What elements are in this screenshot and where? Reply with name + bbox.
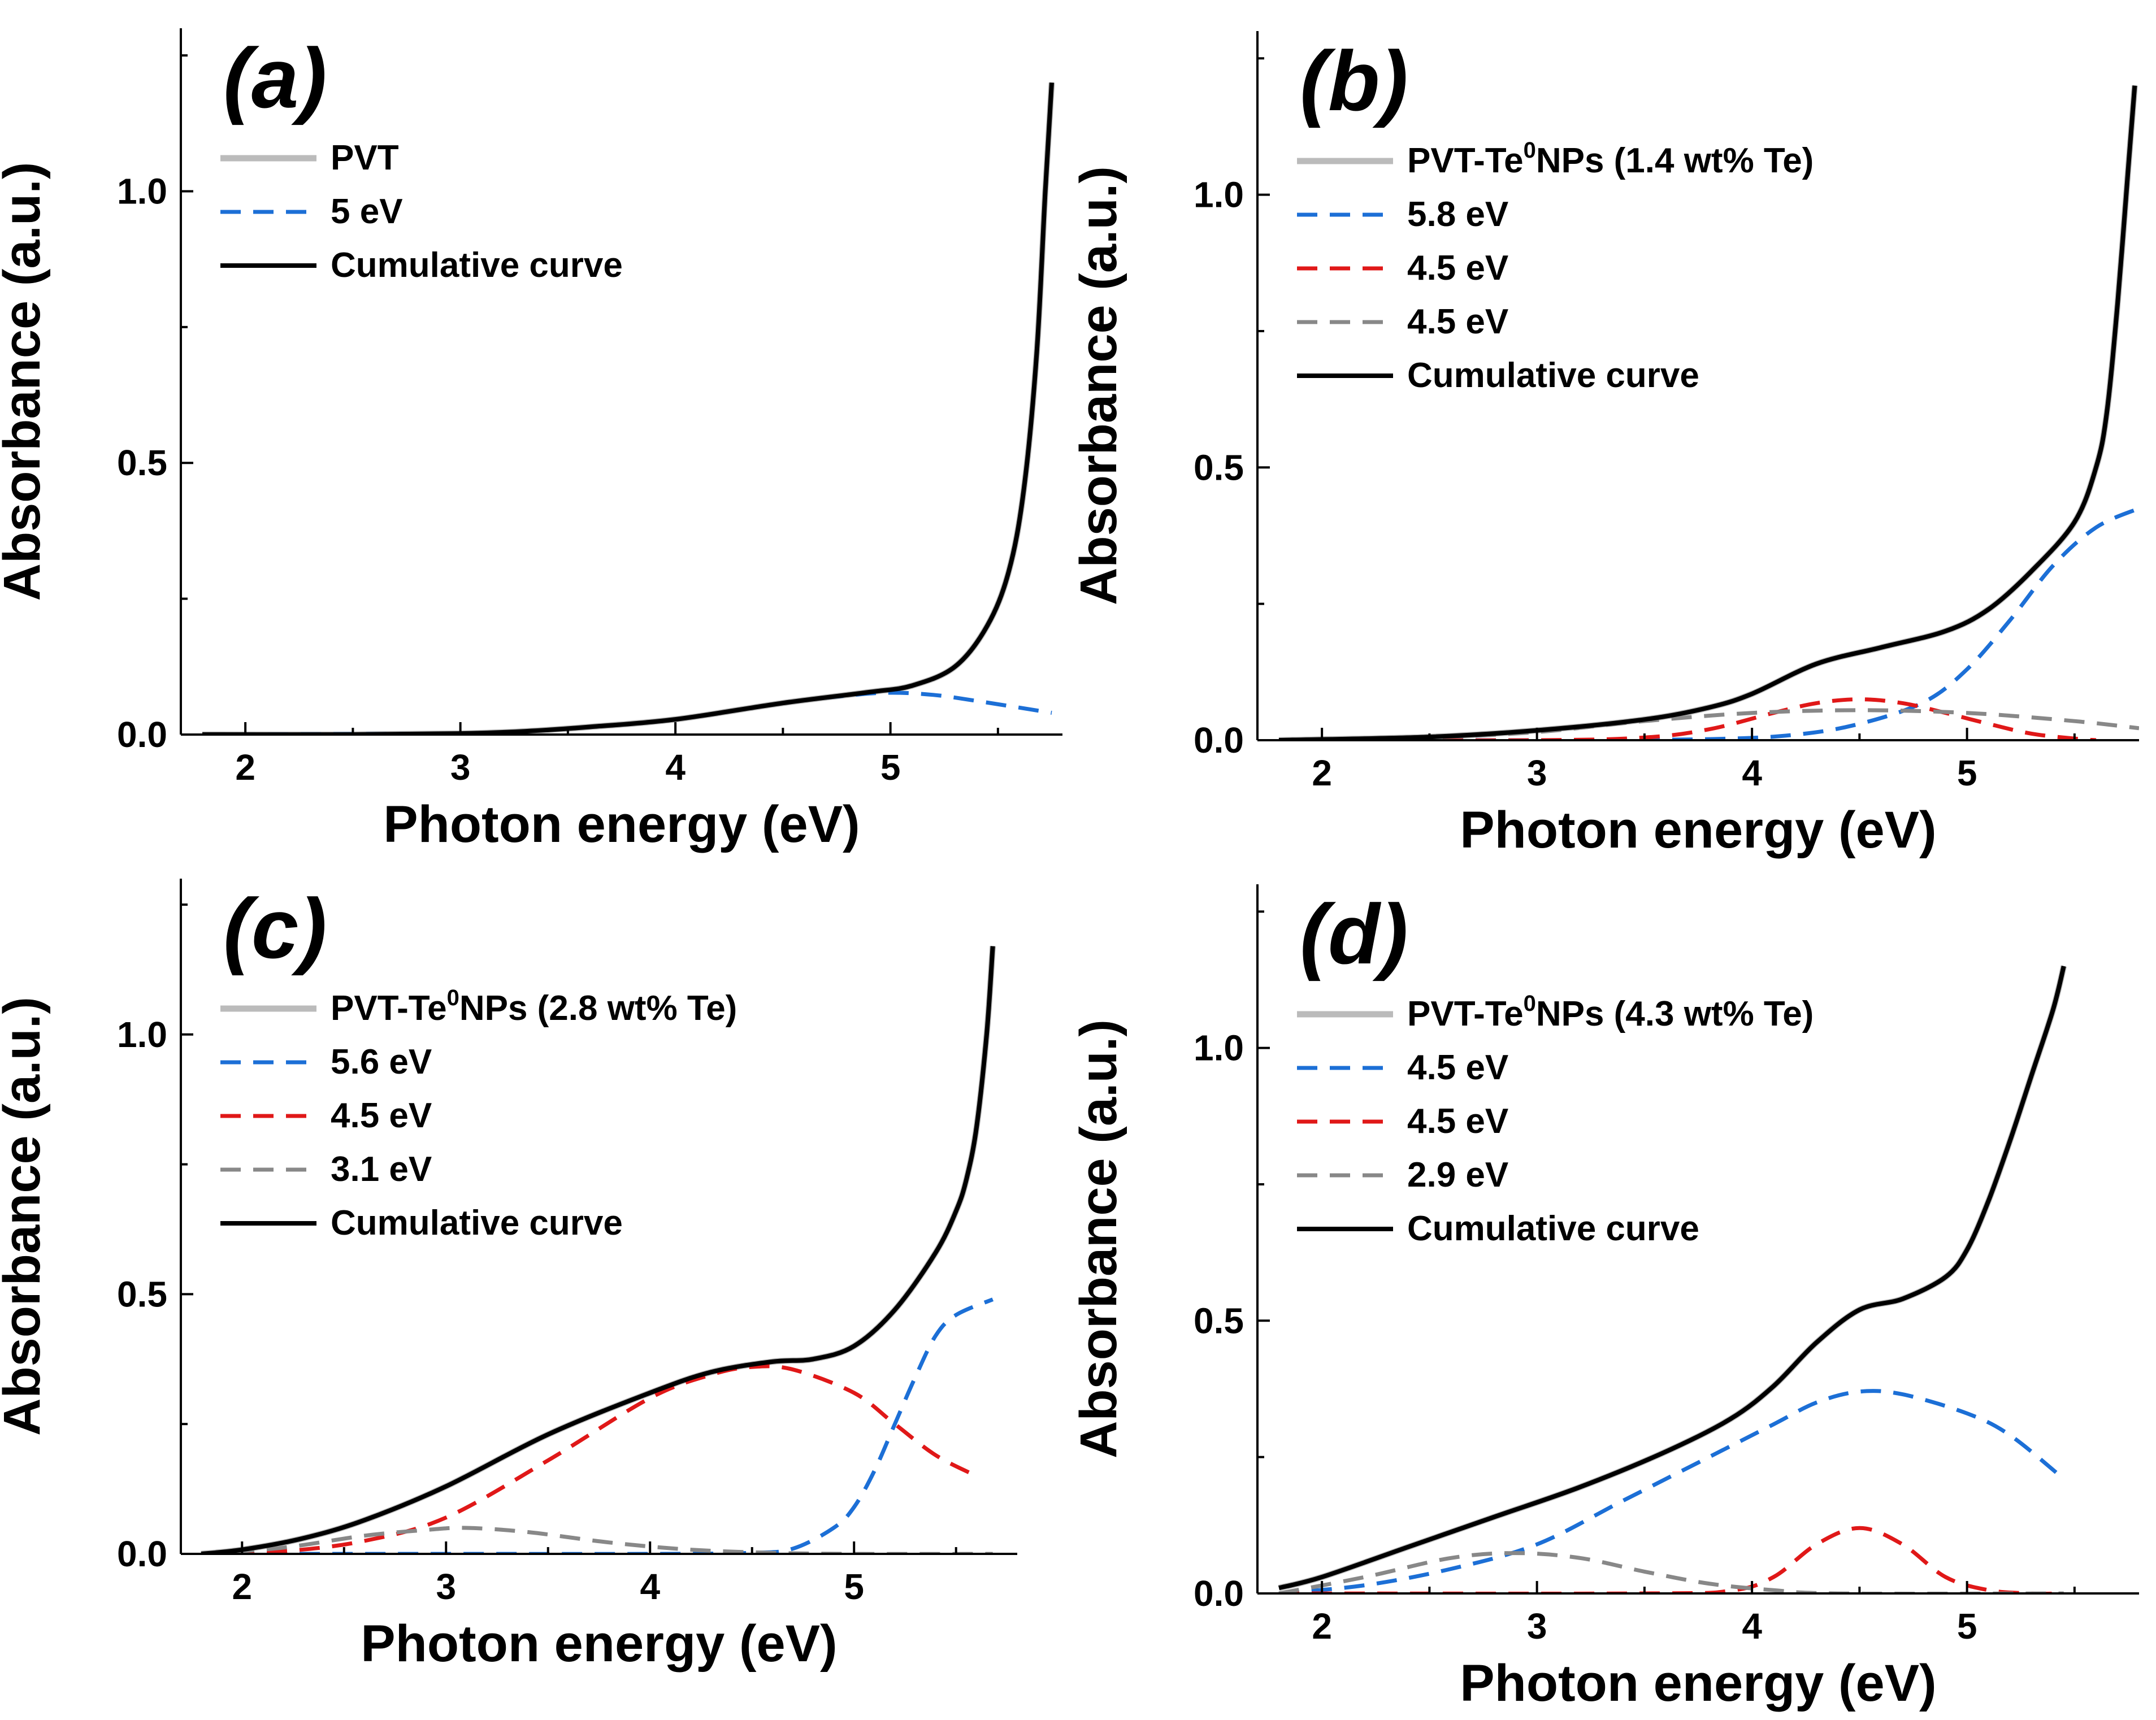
legend-label: 2.9 eV	[1407, 1156, 1508, 1195]
series-line-4	[1278, 965, 2066, 1591]
series-line-2	[1279, 697, 2097, 740]
legend-label: Cumulative curve	[331, 246, 623, 285]
panel-label: (d)	[1300, 887, 1408, 981]
x-tick-label: 5	[880, 747, 901, 788]
y-tick-label: 0.0	[1194, 720, 1244, 761]
legend: PVT 5 eV Cumulative curve	[220, 138, 623, 285]
legend-label: Cumulative curve	[1407, 1209, 1699, 1248]
panel-c: 2 3 4 5 0.0 0.5 1.0 Photon energy (eV) Absorbanc…	[0, 879, 1017, 1673]
panel-a: 2 3 4 5 0.0 0.5 1.0 Photon energy (eV) Absorbanc…	[0, 28, 1062, 853]
x-tick-label: 5	[1957, 1606, 1977, 1647]
y-tick-label: 0.5	[117, 442, 167, 483]
series-line-0	[202, 82, 1055, 735]
y-axis-title: Absorbance (a.u.)	[1070, 1019, 1127, 1458]
series-line-0	[1278, 85, 2138, 740]
y-tick-label: 1.0	[1194, 175, 1244, 215]
legend-label: 4.5 eV	[1407, 302, 1508, 341]
legend: PVT-Te0NPs (1.4 wt% Te) 5.8 eV 4.5 eV 4.5 e…	[1297, 138, 1814, 395]
x-axis-title: Photon energy (eV)	[1460, 1654, 1936, 1712]
x-tick-label: 4	[665, 747, 686, 788]
x-tick-label: 3	[450, 747, 471, 788]
y-tick-label: 1.0	[117, 171, 167, 211]
series-line-2	[201, 1364, 978, 1554]
series-group	[201, 946, 996, 1554]
x-axis-title: Photon energy (eV)	[1460, 801, 1936, 859]
y-tick-label: 0.5	[117, 1274, 167, 1314]
x-tick-label: 3	[1527, 1606, 1547, 1647]
series-line-2	[202, 82, 1054, 735]
series-line-1	[1278, 1389, 2066, 1593]
panel-label: (b)	[1300, 33, 1408, 128]
legend-label: PVT-Te0NPs (2.8 wt% Te)	[331, 985, 737, 1028]
y-tick-label: 0.5	[1194, 1300, 1244, 1341]
legend-label: 5 eV	[331, 192, 403, 231]
panel-d: 2 3 4 5 0.0 0.5 1.0 Photon energy (eV) Absorbanc…	[1070, 884, 2139, 1712]
legend-label: PVT-Te0NPs (1.4 wt% Te)	[1407, 138, 1814, 180]
x-axis-title: Photon energy (eV)	[361, 1615, 837, 1673]
series-line-4	[1278, 85, 2137, 740]
x-tick-label: 2	[1312, 753, 1332, 793]
series-line-4	[201, 946, 995, 1554]
panel-label: (c)	[223, 881, 327, 976]
legend: PVT-Te0NPs (4.3 wt% Te) 4.5 eV 4.5 eV 2.9 e…	[1297, 991, 1814, 1248]
series-line-2	[1279, 1526, 2064, 1593]
series-line-3	[201, 1526, 993, 1554]
panel-label: (a)	[223, 31, 327, 125]
x-tick-label: 3	[436, 1566, 456, 1607]
series-line-1	[201, 1297, 994, 1554]
x-tick-label: 5	[844, 1566, 864, 1607]
y-axis-title: Absorbance (a.u.)	[0, 162, 51, 601]
legend-label: 4.5 eV	[1407, 1048, 1508, 1087]
series-line-1	[1279, 506, 2139, 740]
legend-label: Cumulative curve	[1407, 356, 1699, 395]
x-tick-label: 4	[1742, 1606, 1762, 1647]
series-group	[1278, 965, 2067, 1593]
y-axis-title: Absorbance (a.u.)	[1070, 166, 1127, 605]
x-tick-label: 2	[1312, 1606, 1332, 1647]
series-line-3	[1278, 1551, 2064, 1593]
legend: PVT-Te0NPs (2.8 wt% Te) 5.6 eV 4.5 eV 3.1 e…	[220, 985, 737, 1243]
legend-label: Cumulative curve	[331, 1204, 623, 1243]
legend-label: 5.8 eV	[1407, 195, 1508, 234]
x-tick-label: 4	[640, 1566, 660, 1607]
x-tick-label: 4	[1742, 753, 1762, 793]
y-tick-label: 0.0	[117, 714, 167, 755]
x-tick-label: 3	[1527, 753, 1547, 793]
y-tick-label: 0.0	[1194, 1573, 1244, 1614]
y-axis-title: Absorbance (a.u.)	[0, 997, 51, 1436]
series-line-0	[201, 946, 996, 1554]
y-tick-label: 0.5	[1194, 447, 1244, 488]
legend-label: 4.5 eV	[1407, 249, 1508, 288]
y-tick-label: 0.0	[117, 1534, 167, 1574]
legend-label: 5.6 eV	[331, 1043, 432, 1081]
x-tick-label: 5	[1957, 753, 1977, 793]
y-tick-label: 1.0	[1194, 1028, 1244, 1069]
x-tick-label: 2	[232, 1566, 252, 1607]
legend-label: 3.1 eV	[331, 1150, 432, 1189]
x-axis-title: Photon energy (eV)	[383, 796, 860, 853]
legend-label: 4.5 eV	[1407, 1102, 1508, 1141]
series-group	[202, 82, 1055, 735]
panel-b: 2 3 4 5 0.0 0.5 1.0 Photon energy (eV) Absorbanc…	[1070, 31, 2139, 859]
x-tick-label: 2	[235, 747, 255, 788]
legend-label: PVT-Te0NPs (4.3 wt% Te)	[1407, 991, 1814, 1033]
legend-label: 4.5 eV	[331, 1096, 432, 1135]
series-group	[1278, 85, 2139, 740]
legend-label: PVT	[331, 138, 399, 177]
y-tick-label: 1.0	[117, 1014, 167, 1055]
series-line-1	[202, 690, 1052, 735]
